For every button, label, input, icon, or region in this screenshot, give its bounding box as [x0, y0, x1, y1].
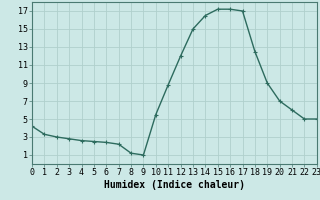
- X-axis label: Humidex (Indice chaleur): Humidex (Indice chaleur): [104, 180, 245, 190]
